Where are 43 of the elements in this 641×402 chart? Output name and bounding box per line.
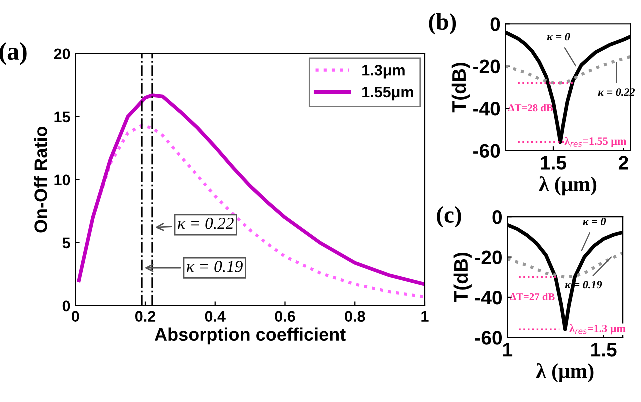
x-tick-label: 0.2 — [135, 311, 156, 322]
annotation: κ = 0 — [583, 218, 606, 226]
y-tick-label: 0 — [492, 210, 502, 224]
annotation: κ = 0 — [547, 33, 570, 41]
annotation: λ$_{res}$=1.3 μm — [570, 324, 626, 335]
y-tick-label: 15 — [54, 112, 70, 123]
x-tick-label: 0.6 — [275, 311, 296, 322]
y-tick-label: 20 — [54, 48, 70, 60]
x-tick-label: 1 — [422, 311, 429, 322]
y-tick-label: 10 — [54, 174, 70, 186]
y-axis-title: On-Off Ratio — [34, 126, 48, 233]
x-tick-label: 2 — [618, 156, 628, 170]
annotation: ΔT=27 dB — [510, 293, 555, 300]
line-series — [508, 252, 624, 279]
y-tick-label: 5 — [62, 238, 70, 249]
x-tick-label: 1.5 — [592, 343, 617, 357]
chart-title: (c) — [437, 206, 462, 228]
y-axis-title: T(dB) — [454, 252, 472, 303]
y-tick-label: -60 — [475, 331, 502, 345]
y-tick-label: 0 — [490, 18, 500, 32]
y-tick-label: 0 — [62, 300, 70, 312]
x-axis-title: Absorption coefficient — [154, 328, 346, 345]
y-tick-label: -20 — [474, 60, 500, 74]
x-axis-title: λ (μm) — [539, 176, 597, 196]
annotation: λ$_{res}$=1.55 μm — [564, 137, 627, 148]
y-tick-label: -20 — [475, 250, 502, 265]
x-axis-title: λ (μm) — [536, 363, 594, 383]
x-tick-label: 1 — [503, 343, 513, 357]
annotation: κ = 0.22 — [178, 218, 234, 230]
x-tick-label: 1.5 — [541, 156, 566, 170]
annotation: κ = 0.19 — [187, 261, 243, 272]
legend-label: 1.55μm — [362, 87, 414, 101]
line-series — [506, 55, 631, 85]
chart-title: (a) — [0, 42, 27, 66]
y-tick-label: -60 — [474, 144, 500, 158]
x-tick-label: 0 — [72, 311, 80, 322]
y-tick-label: -40 — [475, 290, 502, 305]
x-tick-label: 0.4 — [205, 311, 226, 322]
y-tick-label: -40 — [474, 102, 500, 116]
chart-title: (b) — [429, 13, 456, 35]
x-tick-label: 0.8 — [345, 311, 366, 322]
y-axis-title: T(dB) — [452, 63, 470, 113]
legend-label: 1.3μm — [362, 64, 405, 79]
